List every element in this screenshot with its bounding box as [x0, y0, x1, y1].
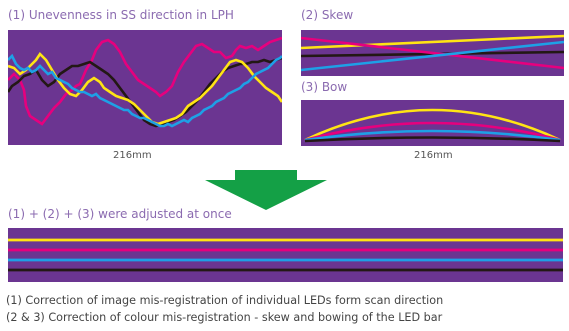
bow-black-line: [304, 136, 561, 143]
unevenness-panel: [8, 30, 282, 145]
result-panel: [8, 228, 563, 282]
black-line: [8, 56, 282, 128]
skew-magenta-line: [301, 36, 564, 70]
cyan-line: [8, 53, 282, 128]
magenta-line: [8, 36, 282, 126]
result-title: (1) + (2) + (3) were adjusted at once: [8, 207, 232, 221]
result-diagram: [8, 228, 563, 282]
panel1-dimension: 216mm: [113, 150, 152, 161]
panel3-dimension: 216mm: [414, 150, 453, 161]
skew-diagram: [301, 30, 564, 76]
note-1: (1) Correction of image mis-registration…: [6, 294, 444, 307]
panel1-title: (1) Unevenness in SS direction in LPH: [8, 8, 234, 22]
result-background: [8, 228, 563, 282]
bow-cyan-line: [304, 129, 561, 142]
unevenness-diagram: [8, 30, 282, 145]
down-arrow-icon: [205, 170, 327, 210]
skew-cyan-line: [301, 40, 564, 72]
skew-panel: [301, 30, 564, 76]
bow-diagram: [301, 100, 564, 146]
bow-magenta-line: [304, 121, 561, 142]
yellow-line: [8, 51, 282, 126]
skew-yellow-line: [301, 34, 564, 50]
panel3-title: (3) Bow: [301, 80, 348, 94]
bow-yellow-line: [304, 108, 561, 142]
bow-panel: [301, 100, 564, 146]
panel2-title: (2) Skew: [301, 8, 354, 22]
note-2: (2 & 3) Correction of colour mis-registr…: [6, 311, 443, 324]
adjustment-arrow: [205, 170, 327, 210]
